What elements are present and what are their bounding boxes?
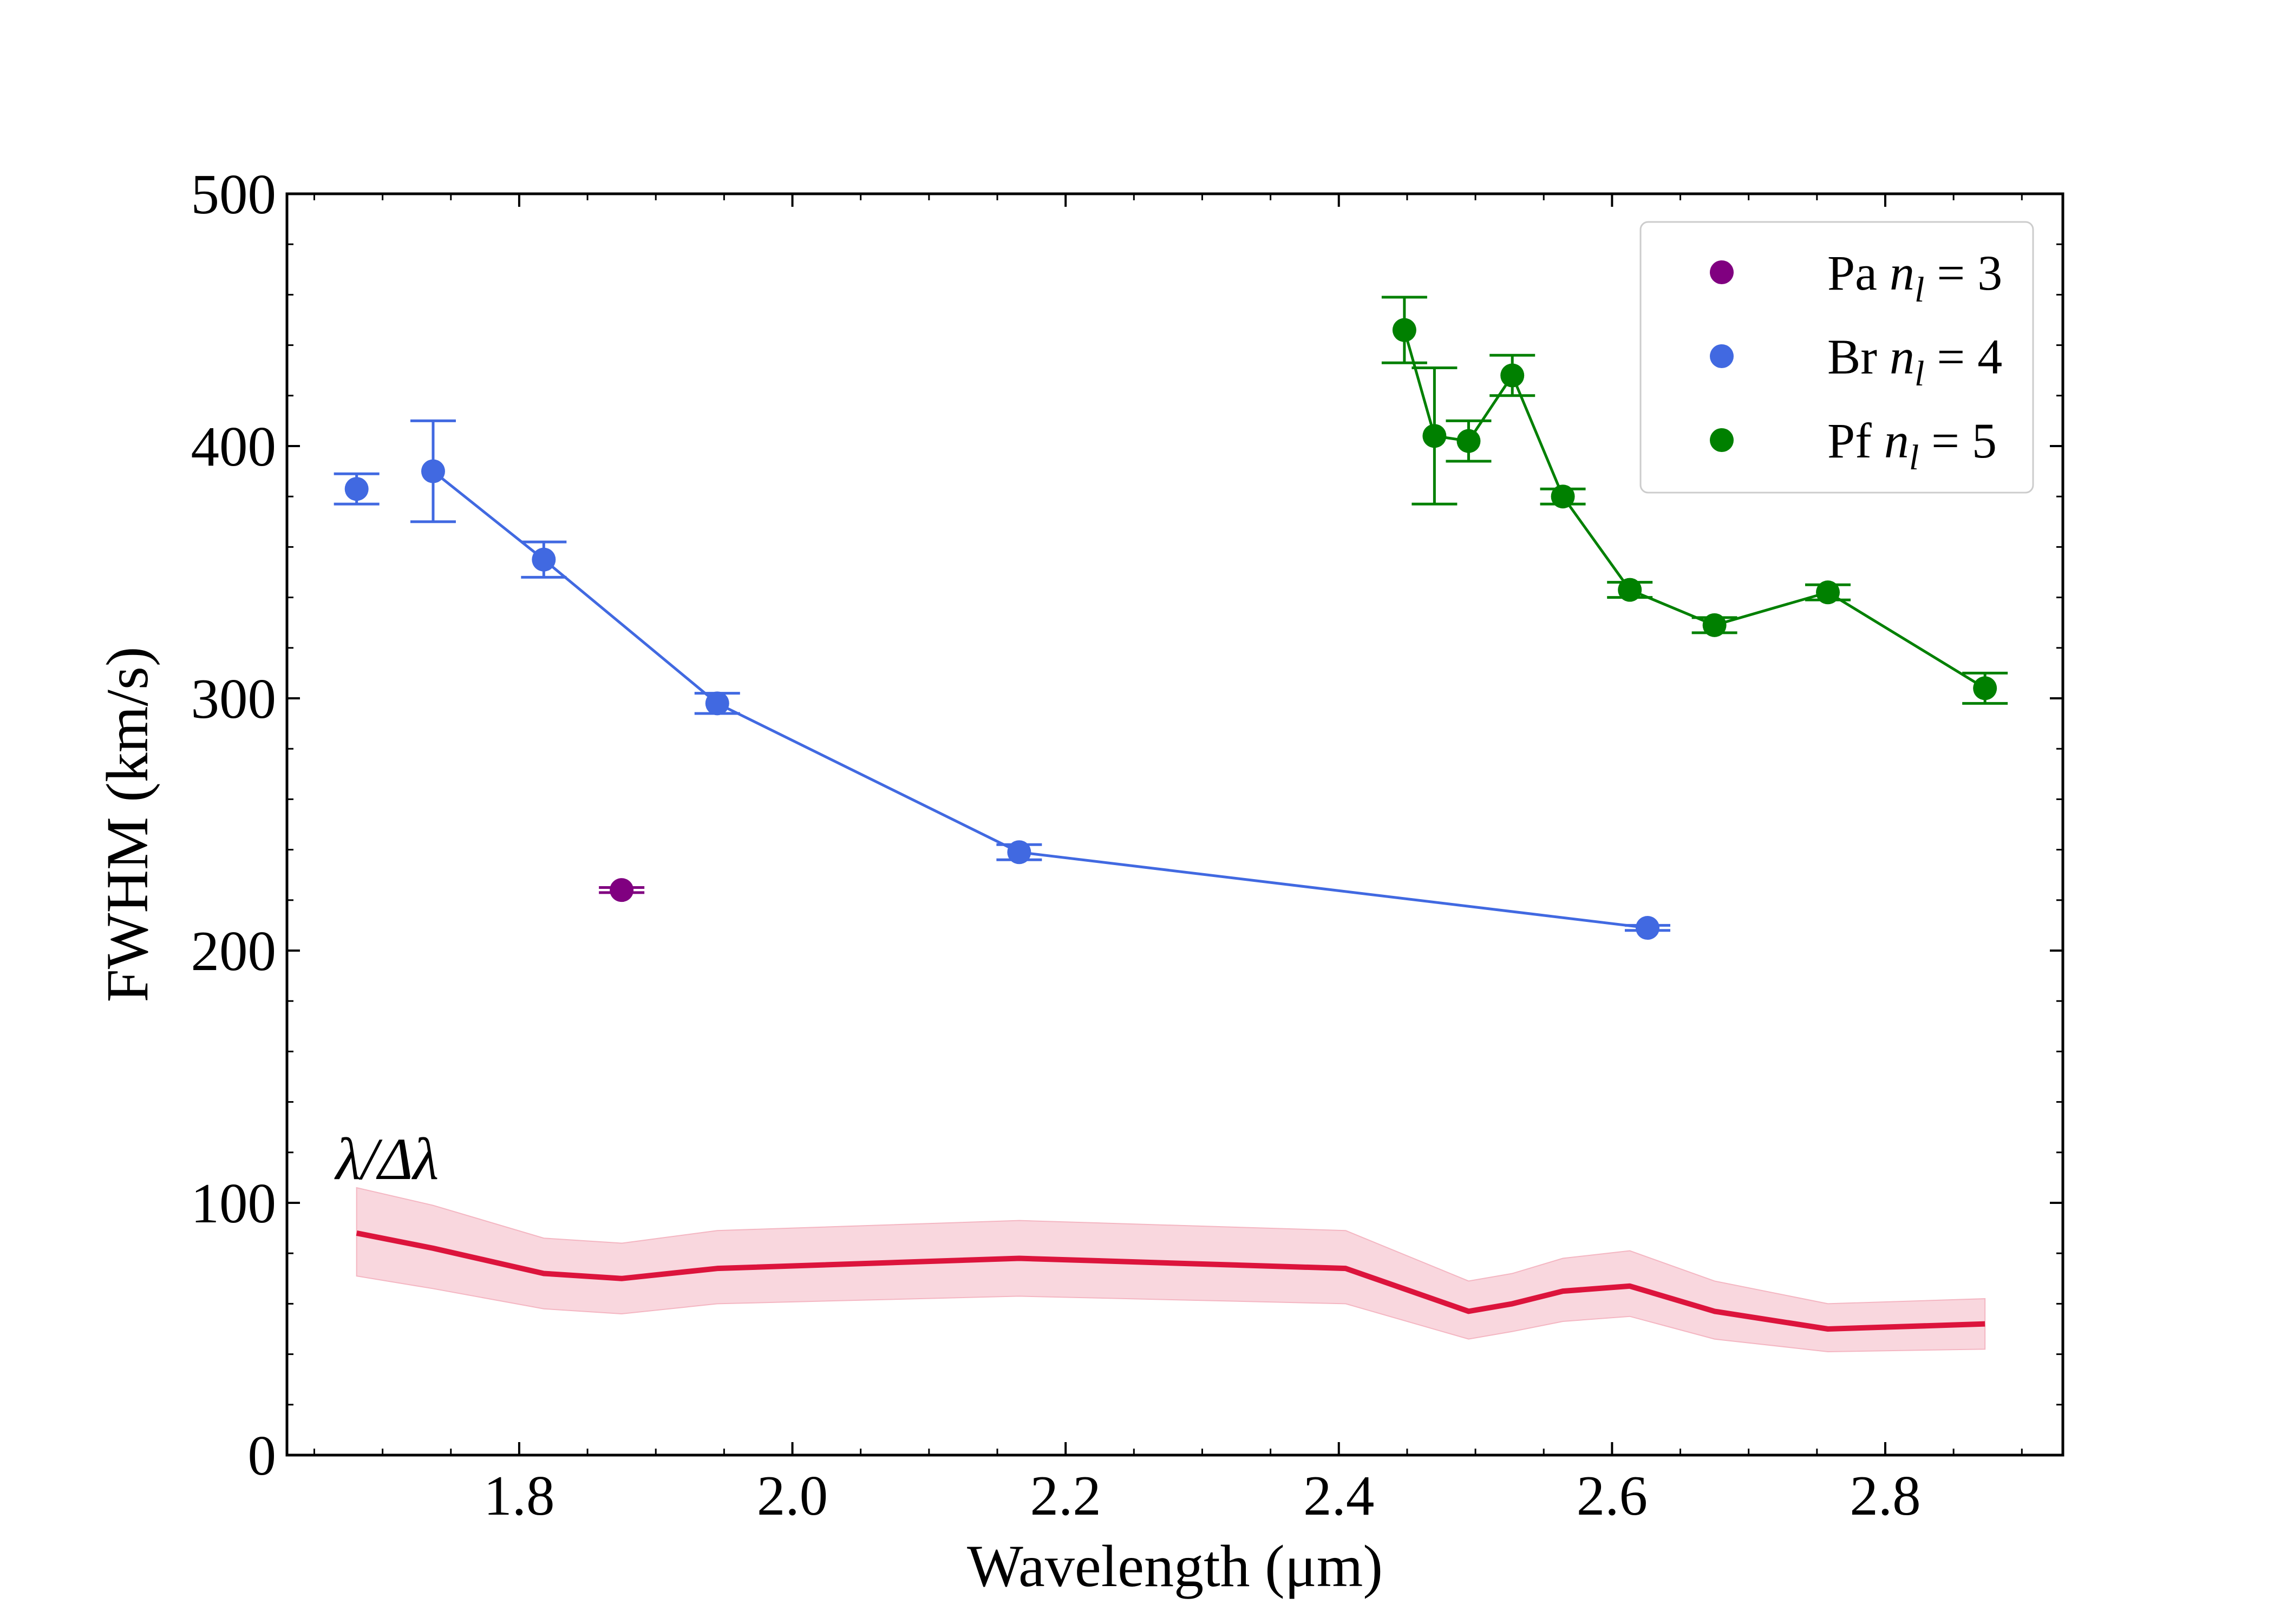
plot-area: 1.8 2.0 2.2 2.4 2.6 2.8 0 100 200 300 400 500 bbox=[191, 162, 2064, 1527]
y-tick-label: 100 bbox=[191, 1171, 277, 1235]
br-data-point bbox=[421, 459, 445, 483]
y-tick-label: 200 bbox=[191, 919, 277, 983]
pf-data-point bbox=[1702, 613, 1727, 637]
pf-data-point bbox=[1816, 580, 1840, 605]
y-tick-label: 0 bbox=[248, 1424, 277, 1487]
pf-data-point bbox=[1551, 484, 1575, 509]
pa-legend-label: Pa nl = 3 bbox=[1827, 245, 2002, 310]
x-tick-label: 2.6 bbox=[1577, 1464, 1648, 1527]
y-axis-label: FWHM (km/s) bbox=[94, 647, 160, 1003]
x-tick-label: 2.4 bbox=[1303, 1464, 1374, 1527]
pf-data-point bbox=[1456, 429, 1481, 453]
x-tick-label: 2.2 bbox=[1030, 1464, 1101, 1527]
pf-legend-marker bbox=[1710, 428, 1734, 452]
legend: Pa nl = 3 Br nl = 4 Pf nl = 5 bbox=[1639, 221, 2034, 494]
x-tick-label: 1.8 bbox=[483, 1464, 554, 1527]
y-tick-label: 500 bbox=[191, 162, 277, 226]
resolution-annotation: λ/Δλ bbox=[334, 1126, 439, 1192]
y-tick-label: 400 bbox=[191, 415, 277, 478]
legend-box bbox=[1639, 221, 2034, 494]
plot-frame bbox=[285, 192, 2064, 1457]
pf-data-point bbox=[1500, 363, 1525, 388]
resolution-line bbox=[356, 1230, 1985, 1332]
pa-data-point bbox=[610, 878, 634, 902]
resolution-band bbox=[356, 1187, 1986, 1352]
axis-tick-layer: 1.8 2.0 2.2 2.4 2.6 2.8 0 100 200 300 400 500 bbox=[191, 162, 2063, 1527]
br-legend-label: Br nl = 4 bbox=[1827, 329, 2002, 394]
y-tick-label: 300 bbox=[191, 667, 277, 730]
x-tick-label: 2.8 bbox=[1850, 1464, 1920, 1527]
br-data-point bbox=[532, 547, 556, 572]
br-data-point bbox=[705, 691, 729, 716]
br-legend-marker bbox=[1710, 344, 1734, 368]
pf-data-point bbox=[1618, 578, 1642, 602]
br-data-point bbox=[1007, 840, 1031, 865]
pf-data-point bbox=[1392, 318, 1416, 342]
x-tick-label: 2.0 bbox=[757, 1464, 828, 1527]
pf-data-point bbox=[1422, 424, 1447, 448]
pf-legend-label: Pf nl = 5 bbox=[1827, 413, 1997, 477]
br-data-point bbox=[344, 477, 369, 501]
data-point-layer bbox=[344, 318, 1997, 940]
pa-legend-marker bbox=[1710, 260, 1734, 284]
resolution-band-layer bbox=[356, 1187, 1986, 1352]
br-data-point bbox=[1635, 916, 1659, 940]
pf-data-point bbox=[1973, 676, 1997, 700]
x-axis-label: Wavelength (μm) bbox=[967, 1533, 1383, 1599]
